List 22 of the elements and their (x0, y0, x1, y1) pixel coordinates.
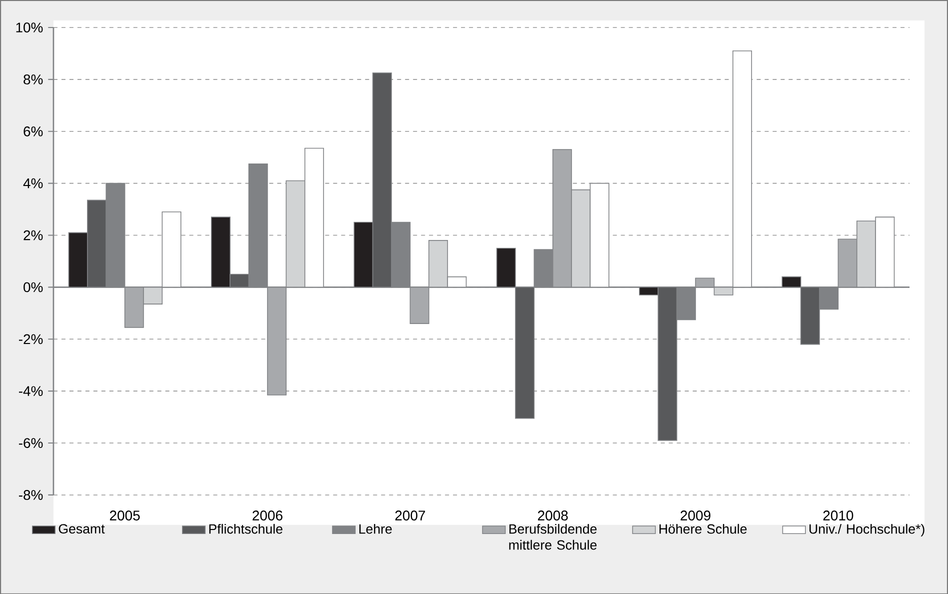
x-tick-label: 2010 (823, 510, 854, 520)
legend-label: Höhere Schule (660, 524, 747, 534)
y-tick-label: -8% (18, 490, 43, 500)
y-tick-label: -2% (18, 334, 43, 344)
y-tick-label: 8% (24, 74, 43, 84)
y-tick-label: 6% (24, 126, 43, 136)
legend-label: Pflichtschule (209, 524, 282, 534)
x-tick-label: 2008 (538, 510, 568, 520)
y-tick-label: 0% (24, 282, 43, 292)
y-tick-label: 2% (24, 230, 43, 240)
x-tick-label: 2005 (110, 510, 140, 520)
legend-label: Gesamt (58, 524, 105, 534)
y-tick-label: 4% (23, 178, 43, 188)
x-tick-label: 2006 (252, 510, 282, 520)
x-tick-label: 2007 (395, 510, 425, 520)
legend-label: Lehre (359, 524, 392, 534)
legend-label: Berufsbildende mittlere Schule (509, 524, 597, 550)
y-tick-label: 10% (16, 22, 43, 32)
y-tick-label: -4% (18, 386, 43, 396)
legend-label: Univ./ Hochschule*) (809, 524, 924, 536)
y-tick-label: -6% (18, 438, 43, 448)
x-tick-label: 2009 (680, 510, 710, 520)
